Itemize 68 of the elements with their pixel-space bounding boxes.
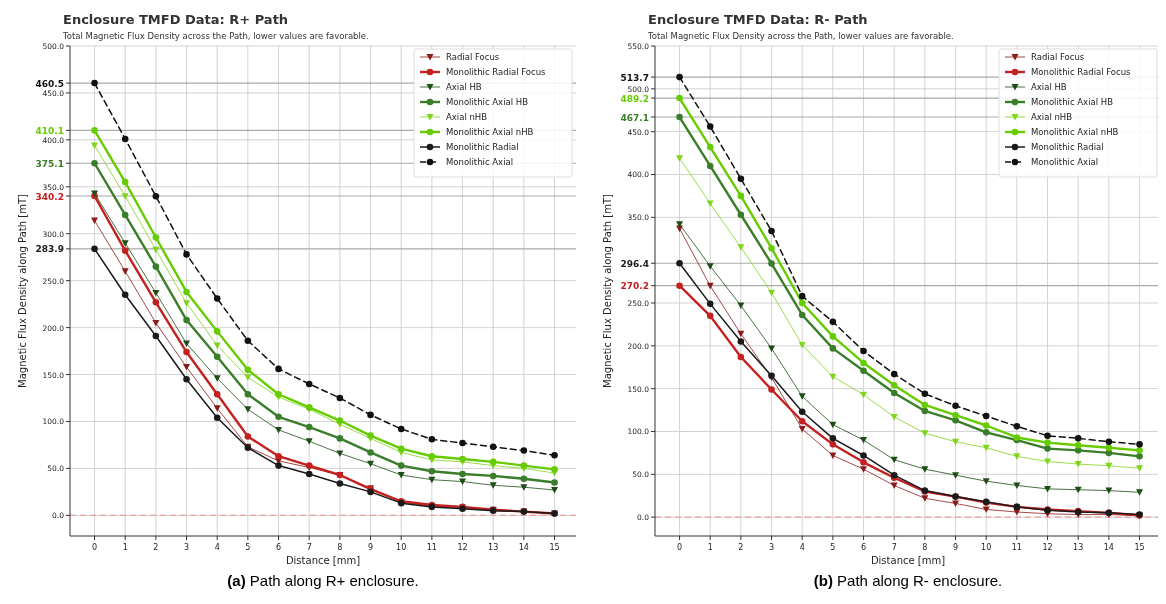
legend-label: Monolithic Radial Focus xyxy=(446,67,547,77)
x-tick-label: 1 xyxy=(122,543,128,552)
y-tick-label: 375.1 xyxy=(35,158,64,169)
text: (b) Path along R- enclosure. xyxy=(813,572,1003,589)
y-tick-label: 467.1 xyxy=(620,112,649,123)
x-tick-label: 15 xyxy=(549,543,560,552)
x-tick-label: 10 xyxy=(981,543,992,552)
legend-label: Axial HB xyxy=(446,82,482,92)
x-tick-label: 5 xyxy=(830,543,836,552)
x-tick-label: 9 xyxy=(367,543,374,552)
x-tick-label: 11 xyxy=(426,543,437,552)
x-tick-label: 2 xyxy=(738,543,744,552)
legend-label: Axial HB xyxy=(1031,82,1067,92)
legend-label: Monolithic Radial xyxy=(446,142,519,152)
y-axis-title: Magnetic Flux Density along Path [mT] xyxy=(602,194,613,388)
x-tick-label: 0 xyxy=(91,543,98,552)
legend-label: Monolithic Axial nHB xyxy=(1031,127,1119,137)
x-axis-title: Distance [mm] xyxy=(285,555,361,566)
x-tick-label: 6 xyxy=(860,543,867,552)
x-tick-label: 14 xyxy=(518,543,529,552)
x-axis-title: Distance [mm] xyxy=(870,555,946,566)
y-tick-label: 460.5 xyxy=(35,78,64,89)
y-tick-label: 410.1 xyxy=(35,125,64,136)
x-tick-label: 8 xyxy=(922,543,928,552)
x-tick-label: 10 xyxy=(396,543,407,552)
y-tick-label: 489.2 xyxy=(620,93,649,104)
x-tick-label: 4 xyxy=(214,543,220,552)
x-tick-label: 8 xyxy=(337,543,343,552)
x-tick-label: 2 xyxy=(153,543,159,552)
x-tick-label: 6 xyxy=(275,543,282,552)
chart-subtitle: Total Magnetic Flux Density across the Path, lower values are favorable. xyxy=(62,31,369,41)
y-tick-label: 513.7 xyxy=(620,72,649,83)
legend-label: Monolithic Axial HB xyxy=(446,97,529,107)
x-tick-label: 5 xyxy=(245,543,251,552)
x-tick-label: 4 xyxy=(799,543,805,552)
legend-label: Monolithic Axial nHB xyxy=(446,127,534,137)
x-tick-label: 7 xyxy=(891,543,897,552)
legend-label: Monolithic Radial xyxy=(1031,142,1104,152)
x-tick-label: 0 xyxy=(676,543,683,552)
x-tick-label: 15 xyxy=(1134,543,1145,552)
legend-label: Radial Focus xyxy=(446,52,500,62)
x-tick-label: 13 xyxy=(488,543,499,552)
legend-label: Monolithic Axial xyxy=(446,157,514,167)
x-tick-label: 3 xyxy=(768,543,775,552)
y-tick-label: 340.2 xyxy=(35,191,64,202)
x-tick-label: 7 xyxy=(306,543,312,552)
legend-label: Axial nHB xyxy=(1031,112,1073,122)
y-axis-title: Magnetic Flux Density along Path [mT] xyxy=(17,194,28,388)
x-tick-label: 13 xyxy=(1073,543,1084,552)
legend-label: Monolithic Axial xyxy=(1031,157,1099,167)
x-tick-label: 3 xyxy=(183,543,190,552)
chart-subtitle: Total Magnetic Flux Density across the Path, lower values are favorable. xyxy=(647,31,954,41)
chart-title: Enclosure TMFD Data: R- Path xyxy=(648,12,868,27)
legend-label: Radial Focus xyxy=(1031,52,1085,62)
legend-label: Axial nHB xyxy=(446,112,488,122)
text: (a) Path along R+ enclosure. xyxy=(227,572,419,589)
y-tick-label: 296.4 xyxy=(620,258,649,269)
legend-label: Monolithic Radial Focus xyxy=(1031,67,1132,77)
chart-title: Enclosure TMFD Data: R+ Path xyxy=(63,12,289,27)
x-tick-label: 1 xyxy=(707,543,713,552)
x-tick-label: 12 xyxy=(1042,543,1053,552)
x-tick-label: 9 xyxy=(952,543,959,552)
x-tick-label: 12 xyxy=(457,543,468,552)
x-tick-label: 14 xyxy=(1103,543,1114,552)
y-tick-label: 283.9 xyxy=(35,244,64,255)
x-tick-label: 11 xyxy=(1011,543,1022,552)
legend-label: Monolithic Axial HB xyxy=(1031,97,1114,107)
y-tick-label: 270.2 xyxy=(620,281,649,292)
